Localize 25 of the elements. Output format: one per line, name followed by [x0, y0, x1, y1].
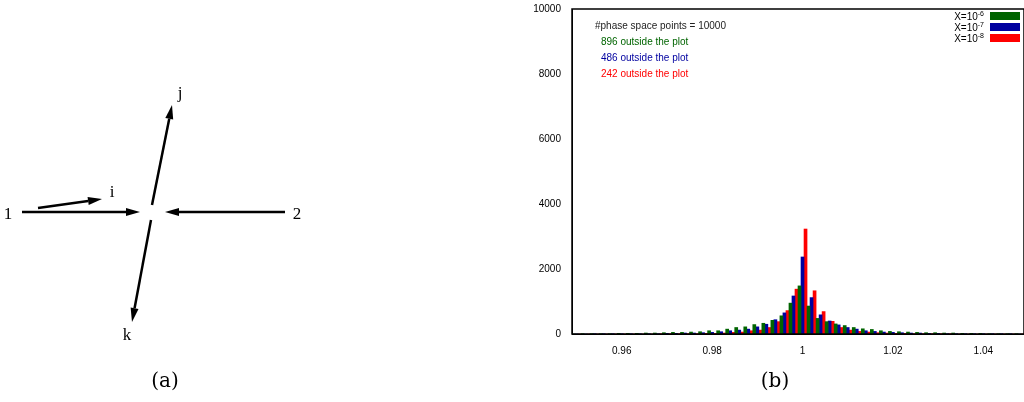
text: 1 [3, 204, 13, 223]
text: (b) [759, 368, 791, 392]
annotation: #phase space points = 10000 [595, 19, 726, 33]
x-tick-label: 0.96 [611, 344, 632, 356]
text: 2 [292, 204, 302, 223]
y-tick-label: 2000 [538, 262, 562, 274]
text: (a) [150, 368, 180, 392]
annotation: 486 outside the plot [601, 51, 690, 65]
annotation: 896 outside the plot [601, 35, 690, 49]
legend-label: X=10$^{-8}$ [954, 31, 984, 45]
x-tick-label: 1 [799, 344, 806, 356]
legend-label: X=10$^{-6}$ [954, 9, 984, 23]
x-tick-label: 1.04 [973, 344, 994, 356]
y-tick-label: 4000 [538, 197, 562, 209]
legend-label: X=10$^{-7}$ [954, 20, 984, 34]
x-tick-label: 1.02 [883, 344, 904, 356]
text: k [122, 325, 132, 344]
x-tick-label: 0.98 [702, 344, 723, 356]
text: j [176, 83, 183, 102]
y-tick-label: 0 [555, 327, 562, 339]
y-tick-label: 6000 [538, 132, 562, 144]
annotation: 242 outside the plot [601, 67, 690, 81]
text: i [109, 182, 115, 201]
y-tick-label: 8000 [538, 67, 562, 79]
y-tick-label: 10000 [533, 2, 562, 14]
